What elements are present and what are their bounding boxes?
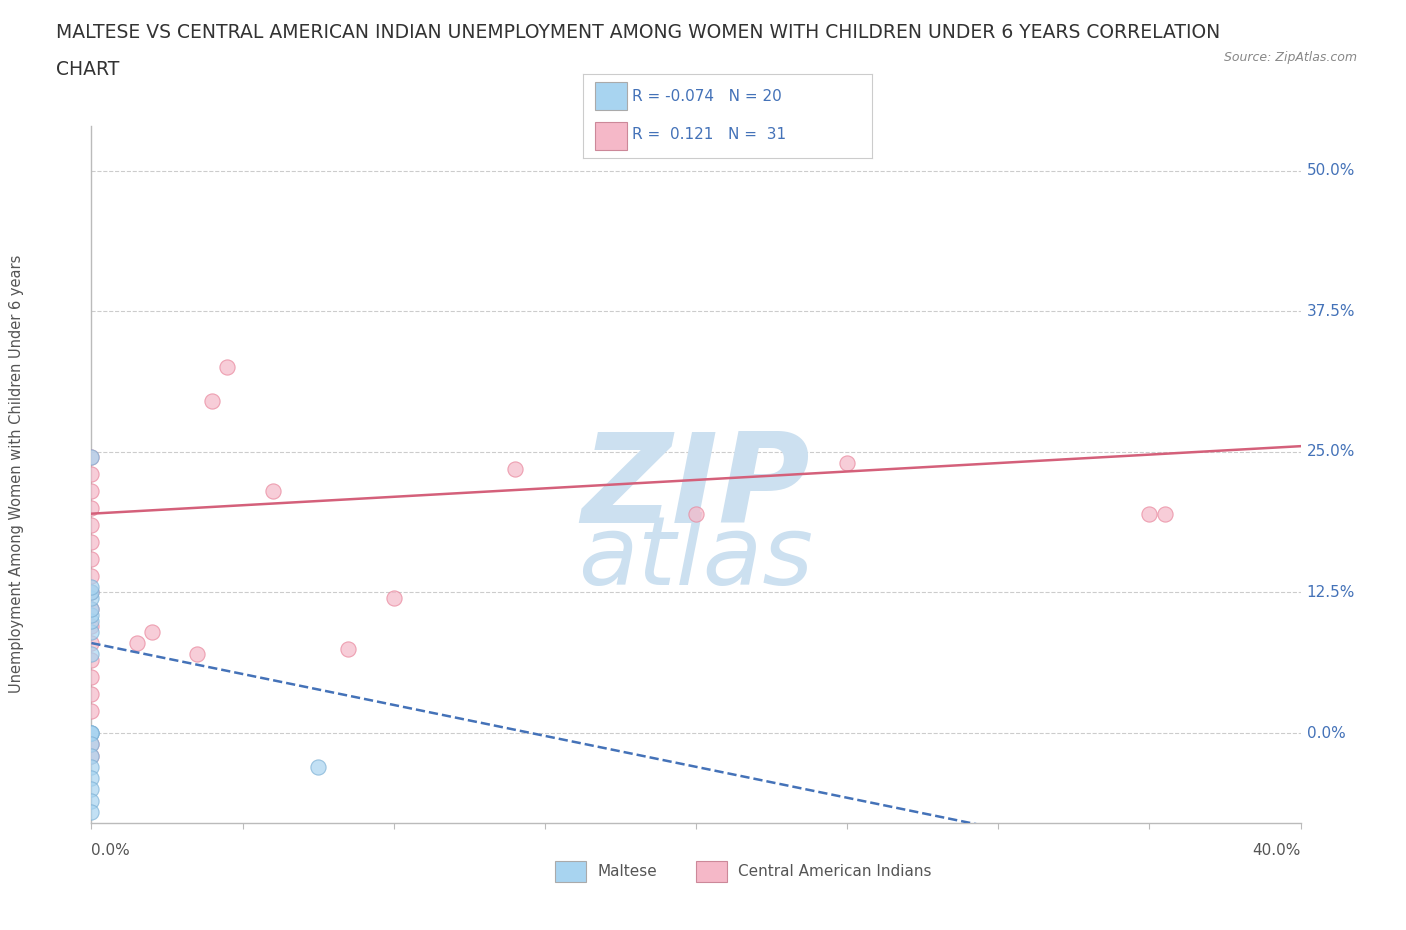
Point xyxy=(80,585,103,600)
Point xyxy=(80,602,103,617)
Text: R = -0.074   N = 20: R = -0.074 N = 20 xyxy=(633,88,782,103)
Point xyxy=(80,500,103,515)
Text: CHART: CHART xyxy=(56,60,120,79)
Text: atlas: atlas xyxy=(578,512,814,604)
Point xyxy=(141,624,163,639)
Point xyxy=(80,725,103,740)
FancyBboxPatch shape xyxy=(595,82,627,110)
Point xyxy=(80,607,103,622)
Text: 25.0%: 25.0% xyxy=(1306,445,1355,459)
Point xyxy=(80,517,103,532)
Point xyxy=(80,551,103,566)
Point xyxy=(125,635,148,650)
Point xyxy=(80,450,103,465)
Text: ZIP: ZIP xyxy=(582,428,810,549)
Point xyxy=(80,653,103,668)
Point xyxy=(80,760,103,775)
Text: Source: ZipAtlas.com: Source: ZipAtlas.com xyxy=(1223,51,1357,64)
FancyBboxPatch shape xyxy=(595,122,627,150)
Text: 37.5%: 37.5% xyxy=(1306,304,1355,319)
Point xyxy=(835,456,858,471)
Text: MALTESE VS CENTRAL AMERICAN INDIAN UNEMPLOYMENT AMONG WOMEN WITH CHILDREN UNDER : MALTESE VS CENTRAL AMERICAN INDIAN UNEMP… xyxy=(56,23,1220,42)
Point xyxy=(80,670,103,684)
Text: Maltese: Maltese xyxy=(598,864,657,879)
Point xyxy=(80,703,103,718)
Point xyxy=(80,579,103,594)
Point xyxy=(80,686,103,701)
Point xyxy=(80,782,103,797)
Point xyxy=(80,602,103,617)
Point xyxy=(80,793,103,808)
Point xyxy=(80,725,103,740)
Text: 0.0%: 0.0% xyxy=(91,844,131,858)
Point xyxy=(80,804,103,819)
Point xyxy=(80,737,103,751)
Point xyxy=(217,360,239,375)
Point xyxy=(262,484,284,498)
Point xyxy=(307,760,329,775)
Point xyxy=(80,450,103,465)
Point xyxy=(1153,506,1175,521)
Text: 40.0%: 40.0% xyxy=(1253,844,1301,858)
Point xyxy=(80,618,103,633)
Point xyxy=(80,484,103,498)
Point xyxy=(80,635,103,650)
Point xyxy=(503,461,526,476)
Point xyxy=(337,642,360,657)
Text: 0.0%: 0.0% xyxy=(1306,725,1346,740)
Text: Unemployment Among Women with Children Under 6 years: Unemployment Among Women with Children U… xyxy=(10,255,24,694)
Text: R =  0.121   N =  31: R = 0.121 N = 31 xyxy=(633,127,786,142)
Point xyxy=(1139,506,1161,521)
Point xyxy=(80,748,103,763)
Point xyxy=(80,647,103,662)
Point xyxy=(201,393,224,408)
Text: 50.0%: 50.0% xyxy=(1306,163,1355,178)
Point xyxy=(80,737,103,751)
Point xyxy=(80,591,103,605)
Point xyxy=(80,748,103,763)
Point xyxy=(80,725,103,740)
Point xyxy=(80,467,103,482)
Point xyxy=(80,535,103,550)
Point xyxy=(80,613,103,628)
Point xyxy=(685,506,707,521)
Point xyxy=(382,591,405,605)
Point xyxy=(186,647,208,662)
Text: Central American Indians: Central American Indians xyxy=(738,864,932,879)
Point xyxy=(80,585,103,600)
Text: 12.5%: 12.5% xyxy=(1306,585,1355,600)
Point xyxy=(80,771,103,786)
Point xyxy=(80,568,103,583)
Point xyxy=(80,624,103,639)
